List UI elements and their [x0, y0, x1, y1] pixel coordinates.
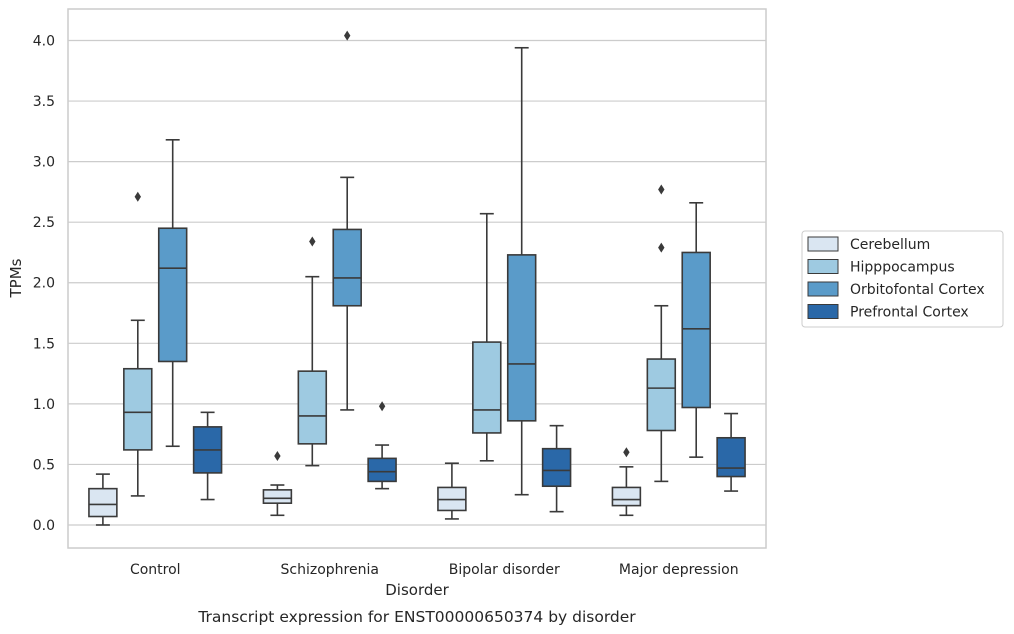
legend-label: Prefrontal Cortex [850, 305, 969, 321]
x-tick-label: Schizophrenia [281, 562, 379, 578]
chart-caption: Transcript expression for ENST0000065037… [197, 608, 636, 626]
y-tick-label: 0.0 [33, 518, 55, 534]
box-4-2 [367, 401, 397, 490]
box-iqr [123, 367, 153, 451]
y-tick-label: 0.5 [33, 457, 55, 473]
outlier-point [344, 30, 351, 41]
x-axis-ticks: Control Schizophrenia Bipolar disorder Majo… [130, 562, 739, 578]
legend-swatch [807, 281, 839, 297]
box-2-2 [297, 236, 328, 467]
box-iqr [472, 341, 502, 434]
y-axis-label: TPMs [7, 258, 25, 298]
x-tick-label: Control [130, 562, 181, 578]
outlier-point [274, 450, 281, 461]
legend-label: Cerebellum [850, 237, 930, 253]
box-3-1 [157, 139, 188, 448]
y-tick-label: 1.5 [33, 336, 55, 352]
box-4-3 [541, 424, 572, 513]
box-1-4 [611, 447, 642, 517]
outlier-point [309, 236, 316, 247]
box-3-2 [332, 30, 362, 411]
legend-label: Orbitofontal Cortex [850, 282, 985, 298]
box-iqr [88, 487, 118, 518]
plot-frame [67, 8, 767, 549]
box-1-3 [437, 462, 467, 520]
box-iqr [506, 254, 537, 422]
legend-label: Hipppocampus [850, 260, 955, 276]
y-tick-label: 4.0 [33, 33, 55, 49]
box-iqr [716, 436, 746, 478]
box-iqr [262, 489, 293, 504]
box-3-3 [506, 46, 537, 496]
box-iqr [646, 358, 677, 432]
legend-frame [801, 230, 1004, 328]
box-iqr [367, 457, 397, 483]
y-axis-ticks: 0.0 0.5 1.0 1.5 2.0 2.5 3.0 3.5 4.0 [33, 33, 55, 533]
box-series [88, 30, 746, 526]
box-1-2 [262, 450, 293, 517]
box-3-4 [681, 201, 711, 458]
legend-swatch [807, 236, 839, 252]
x-tick-label: Bipolar disorder [449, 562, 560, 578]
legend: Cerebellum Hipppocampus Orbitofontal Corte… [801, 230, 1004, 328]
y-tick-label: 2.0 [33, 276, 55, 292]
x-axis-label: Disorder [385, 581, 449, 599]
box-iqr [332, 228, 362, 307]
box-iqr [157, 227, 188, 363]
x-tick-label: Major depression [619, 562, 739, 578]
box-4-4 [716, 412, 746, 492]
box-2-4 [646, 184, 677, 483]
outlier-point [658, 184, 665, 195]
outlier-point [658, 242, 665, 253]
box-4-1 [192, 411, 223, 501]
legend-swatch [807, 259, 839, 274]
legend-swatch [807, 304, 839, 319]
outlier-point [134, 191, 141, 202]
box-1-1 [88, 473, 118, 526]
box-iqr [297, 370, 328, 445]
y-tick-label: 1.0 [33, 397, 55, 413]
box-iqr [541, 447, 572, 488]
outlier-point [623, 447, 630, 458]
y-tick-label: 3.0 [33, 155, 55, 171]
y-tick-label: 2.5 [33, 215, 55, 231]
box-2-3 [472, 212, 502, 462]
box-2-1 [123, 191, 153, 497]
box-iqr [681, 251, 711, 409]
box-iqr [611, 486, 642, 507]
y-tick-label: 3.5 [33, 94, 55, 110]
outlier-point [378, 401, 386, 412]
